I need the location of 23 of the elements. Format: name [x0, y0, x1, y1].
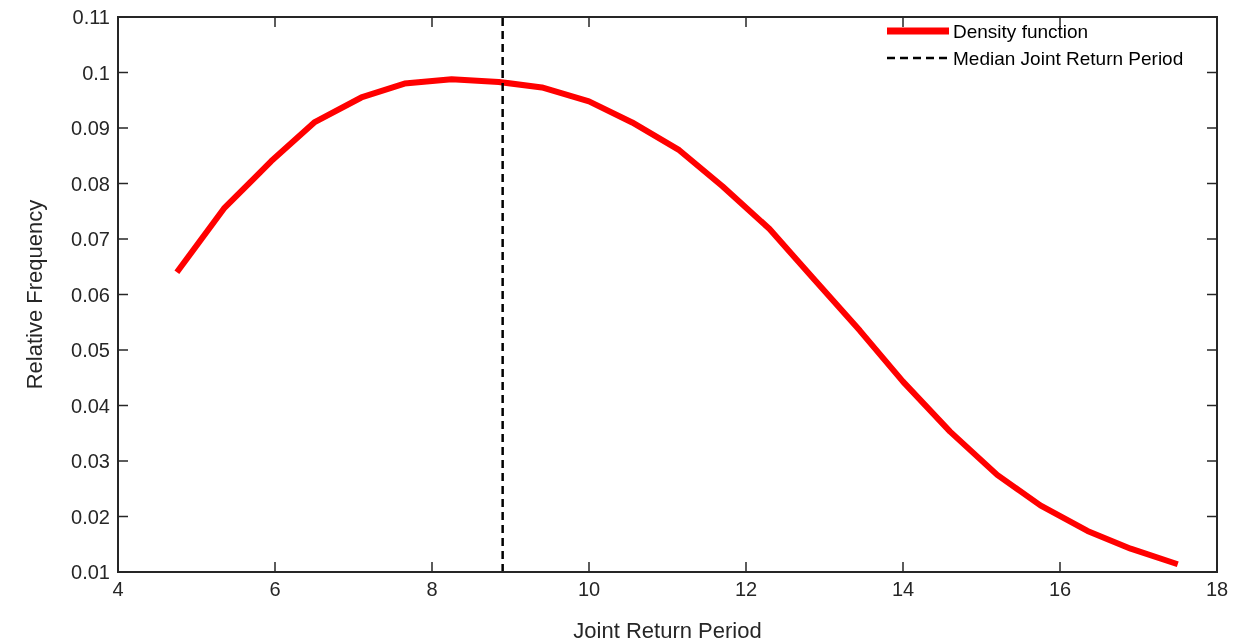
y-tick-label: 0.05 — [71, 339, 110, 361]
y-tick-label: 0.03 — [71, 450, 110, 472]
x-tick-label: 16 — [1048, 578, 1072, 600]
x-tick-label: 6 — [269, 578, 281, 600]
x-tick-label: 8 — [426, 578, 438, 600]
x-tick-label: 18 — [1205, 578, 1229, 600]
x-tick-label: 4 — [112, 578, 124, 600]
legend-label: Density function — [953, 20, 1089, 42]
y-tick-label: 0.08 — [71, 172, 110, 195]
y-tick-label: 0.1 — [82, 61, 110, 84]
y-tick-label: 0.07 — [71, 228, 110, 250]
x-tick-label: 10 — [577, 578, 601, 600]
y-axis-title: Relative Frequency — [22, 199, 47, 390]
y-tick-label: 0.09 — [71, 117, 110, 139]
y-tick-label: 0.11 — [72, 6, 110, 28]
y-tick-label: 0.02 — [71, 505, 110, 528]
x-tick-label: 14 — [891, 578, 915, 600]
ref-line-label: Median Joint Return Period — [953, 47, 1184, 69]
x-tick-label: 12 — [734, 578, 758, 600]
y-tick-label: 0.04 — [71, 394, 110, 417]
y-tick-label: 0.06 — [71, 283, 110, 306]
y-tick-label: 0.01 — [71, 561, 110, 583]
x-axis-title: Joint Return Period — [573, 618, 762, 643]
